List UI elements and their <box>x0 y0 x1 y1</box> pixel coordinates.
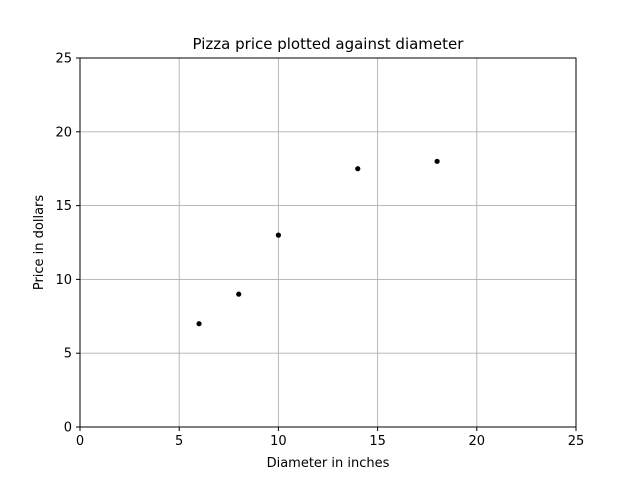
data-point <box>275 232 281 238</box>
data-point <box>236 291 242 297</box>
grid <box>79 57 577 428</box>
x-tick-label: 0 <box>76 434 84 449</box>
x-tick-label: 10 <box>270 434 287 449</box>
axis-ticks: 0 5 10 15 20 25 0 5 10 15 20 25 <box>55 52 584 450</box>
data-point <box>196 321 202 327</box>
x-axis-label: Diameter in inches <box>267 456 390 471</box>
plot-frame <box>79 57 577 428</box>
x-tick-label: 5 <box>175 434 183 449</box>
y-tick-label: 5 <box>64 347 72 362</box>
y-tick-label: 25 <box>55 52 72 67</box>
data-points <box>196 158 440 327</box>
data-point <box>434 158 440 164</box>
y-tick-label: 10 <box>55 273 72 288</box>
x-tick-label: 25 <box>568 434 585 449</box>
y-tick-label: 15 <box>55 199 72 214</box>
y-tick-label: 20 <box>55 125 72 140</box>
x-tick-label: 15 <box>369 434 386 449</box>
chart-title: Pizza price plotted against diameter <box>193 35 465 53</box>
x-tick-label: 20 <box>469 434 486 449</box>
data-point <box>355 166 361 172</box>
y-tick-label: 0 <box>64 421 72 436</box>
y-axis-label: Price in dollars <box>32 195 47 291</box>
